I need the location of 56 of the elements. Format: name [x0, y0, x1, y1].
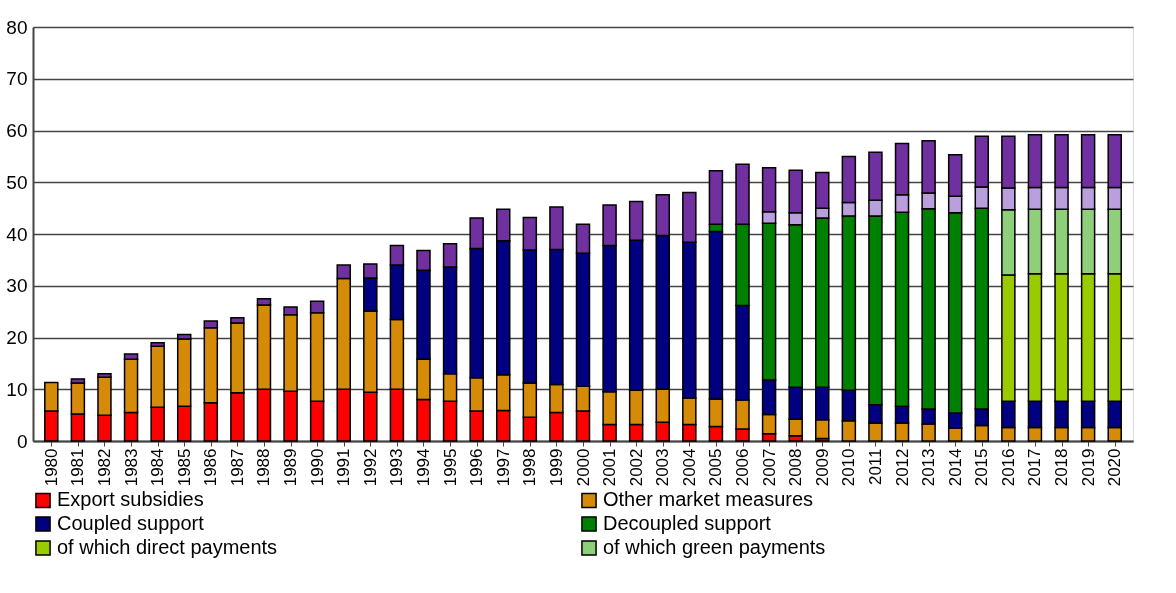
x-tick-label: 2004 [679, 448, 699, 487]
x-tick-label: 1998 [520, 448, 540, 487]
y-tick-label: 70 [6, 68, 28, 90]
x-tick-label: 1986 [201, 448, 221, 487]
legend-label: Decoupled support [603, 512, 772, 534]
x-tick-label: 2014 [945, 448, 965, 487]
x-tick-label: 2019 [1078, 448, 1098, 487]
x-tick-label: 2008 [786, 448, 806, 487]
y-tick-label: 20 [6, 327, 28, 348]
x-tick-label: 1991 [334, 448, 354, 487]
y-tick-label: 50 [6, 171, 28, 193]
y-tick-label: 60 [6, 120, 28, 141]
legend-label: Other market measures [603, 488, 814, 511]
x-tick-label: 1994 [413, 448, 433, 487]
x-tick-label: 1993 [387, 448, 407, 487]
x-tick-label: 1995 [440, 448, 460, 487]
x-tick-label: 2018 [1052, 448, 1072, 487]
x-tick-label: 1999 [546, 448, 566, 487]
y-tick-label: 30 [6, 275, 28, 297]
x-tick-label: 1981 [68, 448, 88, 487]
x-tick-label: 2020 [1105, 448, 1125, 487]
x-tick-label: 1996 [467, 448, 487, 487]
legend-label: Coupled support [57, 512, 205, 534]
x-tick-label: 1985 [174, 448, 194, 487]
x-tick-label: 1983 [121, 448, 141, 487]
x-tick-label: 1984 [148, 448, 168, 487]
y-tick-label: 10 [6, 378, 28, 400]
x-tick-label: 2012 [892, 448, 912, 487]
x-tick-label: 2007 [759, 448, 779, 487]
x-tick-label: 2017 [1025, 448, 1045, 487]
x-tick-label: 2016 [998, 448, 1018, 487]
x-tick-label: 1982 [94, 448, 114, 487]
y-tick-label: 40 [6, 223, 28, 245]
x-tick-label: 2003 [653, 448, 673, 487]
x-tick-label: 2001 [600, 448, 620, 487]
x-tick-label: 1987 [227, 448, 247, 487]
x-tick-label: 2000 [573, 448, 593, 487]
y-tick-label: 80 [6, 16, 28, 38]
x-tick-label: 2002 [626, 448, 646, 487]
x-tick-label: 1989 [281, 448, 301, 487]
x-tick-label: 2011 [865, 448, 885, 486]
x-tick-label: 2005 [706, 448, 726, 487]
legend-label: of which green payments [603, 536, 826, 558]
x-tick-label: 1980 [41, 448, 61, 487]
legend-label: Export subsidies [57, 488, 204, 511]
x-tick-label: 1988 [254, 448, 274, 487]
x-tick-label: 2015 [972, 448, 992, 487]
x-tick-label: 1990 [307, 448, 327, 487]
x-tick-label: 2013 [919, 448, 939, 487]
y-tick-label: 0 [16, 430, 28, 452]
x-tick-label: 1997 [493, 448, 513, 487]
legend-label: of which direct payments [57, 536, 278, 558]
x-tick-label: 2006 [733, 448, 753, 487]
x-tick-label: 1992 [360, 448, 380, 487]
x-tick-label: 2009 [812, 448, 832, 487]
x-tick-label: 2010 [839, 448, 859, 487]
